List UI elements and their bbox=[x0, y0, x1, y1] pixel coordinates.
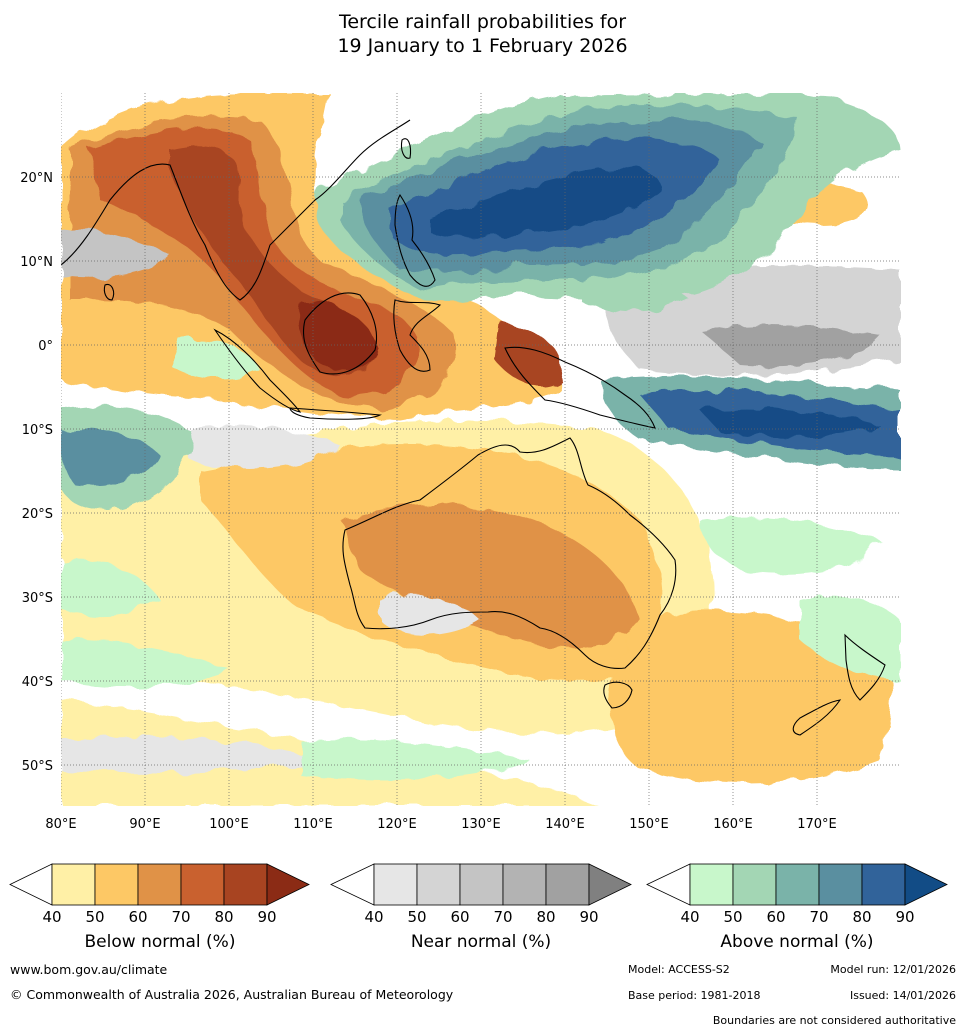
title-line-1: Tercile rainfall probabilities for bbox=[338, 11, 627, 33]
colorbar-tick-label: 90 bbox=[895, 908, 914, 926]
colorbar-segment bbox=[137, 863, 182, 906]
title-line-2: 19 January to 1 February 2026 bbox=[337, 35, 628, 57]
below-normal-label: Below normal (%) bbox=[84, 932, 236, 952]
model-text: Model: ACCESS-S2 bbox=[628, 963, 730, 976]
colorbar-2: 40 50 60 70 80 90 bbox=[330, 863, 632, 926]
colorbar-tick-label: 70 bbox=[171, 908, 190, 926]
colorbar-segment bbox=[502, 863, 547, 906]
lon-tick-label: 140°E bbox=[545, 817, 585, 832]
new-zealand-south bbox=[792, 699, 842, 736]
colorbar-tick-label: 60 bbox=[128, 908, 147, 926]
colorbar-max-extension bbox=[904, 863, 948, 906]
lat-tick-label: 50°S bbox=[22, 759, 53, 774]
colorbar-segment bbox=[180, 863, 225, 906]
lat-tick-label: 40°S bbox=[22, 675, 53, 690]
lon-tick-label: 130°E bbox=[461, 817, 501, 832]
colorbar-segment bbox=[861, 863, 906, 906]
colorbar-segment bbox=[416, 863, 461, 906]
colorbar-segment bbox=[459, 863, 504, 906]
borneo-coast bbox=[302, 292, 378, 375]
base-period-text: Base period: 1981-2018 bbox=[628, 989, 761, 1002]
website-text: www.bom.gov.au/climate bbox=[10, 962, 168, 977]
lat-tick-label: 10°S bbox=[22, 423, 53, 438]
colorbar-tick-label: 60 bbox=[766, 908, 785, 926]
colorbar-tick-label: 50 bbox=[85, 908, 104, 926]
map-area bbox=[61, 93, 901, 806]
colorbar-segment bbox=[732, 863, 777, 906]
colorbar-segment bbox=[545, 863, 590, 906]
copyright-text: © Commonwealth of Australia 2026, Austra… bbox=[10, 987, 454, 1002]
colorbar-segment bbox=[373, 863, 418, 906]
lat-tick-label: 20°S bbox=[22, 507, 53, 522]
colorbar-segment bbox=[51, 863, 96, 906]
colorbar-tick-label: 40 bbox=[42, 908, 61, 926]
colorbar-tick-label: 80 bbox=[852, 908, 871, 926]
colorbar-tick-label: 40 bbox=[364, 908, 383, 926]
tasmania-coast bbox=[603, 681, 633, 709]
lon-tick-label: 160°E bbox=[713, 817, 753, 832]
new-zealand-north bbox=[844, 633, 886, 701]
colorbar-tick-label: 50 bbox=[407, 908, 426, 926]
colorbar-max-extension bbox=[266, 863, 310, 906]
graticule bbox=[61, 93, 901, 806]
colorbar-tick-label: 60 bbox=[450, 908, 469, 926]
colorbar-tick-label: 70 bbox=[493, 908, 512, 926]
lon-tick-label: 120°E bbox=[377, 817, 417, 832]
disclaimer-text: Boundaries are not considered authoritat… bbox=[712, 1014, 956, 1027]
lon-tick-label: 80°E bbox=[45, 817, 76, 832]
colorbar-tick-label: 80 bbox=[536, 908, 555, 926]
colorbar-tick-label: 70 bbox=[809, 908, 828, 926]
sri-lanka-coast bbox=[103, 283, 115, 301]
coastlines bbox=[61, 119, 886, 736]
asia-coast bbox=[61, 119, 411, 301]
issued-text: Issued: 14/01/2026 bbox=[849, 989, 956, 1002]
lon-tick-label: 150°E bbox=[629, 817, 669, 832]
new-guinea-coast bbox=[504, 346, 656, 429]
map-title: Tercile rainfall probabilities for 19 Ja… bbox=[0, 10, 965, 58]
colorbar-segment bbox=[818, 863, 863, 906]
sumatra-coast bbox=[213, 328, 302, 413]
colorbar-min-extension bbox=[330, 863, 375, 906]
colorbar-tick-label: 90 bbox=[579, 908, 598, 926]
near-normal-label: Near normal (%) bbox=[410, 932, 552, 952]
colorbar-1: 40 50 60 70 80 90 bbox=[9, 863, 310, 926]
colorbar-segment bbox=[775, 863, 820, 906]
sulawesi-coast bbox=[393, 299, 442, 372]
longitude-labels: 80°E 90°E 100°E 110°E 120°E 130°E 140°E … bbox=[45, 817, 836, 832]
probability-fields bbox=[61, 93, 900, 806]
above-normal-label: Above normal (%) bbox=[720, 932, 874, 952]
lon-tick-label: 110°E bbox=[293, 817, 333, 832]
colorbar-segment bbox=[94, 863, 139, 906]
colorbar-3: 40 50 60 70 80 90 bbox=[646, 863, 948, 926]
colorbar-segment bbox=[223, 863, 268, 906]
lat-tick-label: 10°N bbox=[20, 255, 53, 270]
colorbar-tick-label: 50 bbox=[723, 908, 742, 926]
colorbar-min-extension bbox=[9, 863, 53, 906]
colorbar-tick-label: 80 bbox=[214, 908, 233, 926]
colorbar-tick-label: 90 bbox=[257, 908, 276, 926]
philippines-coast bbox=[394, 193, 436, 287]
lon-tick-label: 100°E bbox=[209, 817, 249, 832]
colorbar-segment bbox=[689, 863, 734, 906]
lat-tick-label: 0° bbox=[38, 339, 53, 354]
colorbar-min-extension bbox=[646, 863, 691, 906]
colorbar-tick-label: 40 bbox=[680, 908, 699, 926]
lon-tick-label: 90°E bbox=[129, 817, 160, 832]
taiwan-coast bbox=[400, 138, 412, 159]
model-run-text: Model run: 12/01/2026 bbox=[830, 963, 956, 976]
latitude-labels: 20°N 10°N 0° 10°S 20°S 30°S 40°S 50°S bbox=[20, 171, 53, 774]
lat-tick-label: 20°N bbox=[20, 171, 53, 186]
colorbars: 40 50 60 70 80 90 40 50 60 70 80 90 40 50 60 70 80 90 bbox=[9, 863, 948, 926]
java-coast bbox=[289, 407, 382, 420]
lon-tick-label: 170°E bbox=[797, 817, 837, 832]
lat-tick-label: 30°S bbox=[22, 591, 53, 606]
colorbar-max-extension bbox=[588, 863, 632, 906]
australia-coast bbox=[342, 437, 677, 669]
